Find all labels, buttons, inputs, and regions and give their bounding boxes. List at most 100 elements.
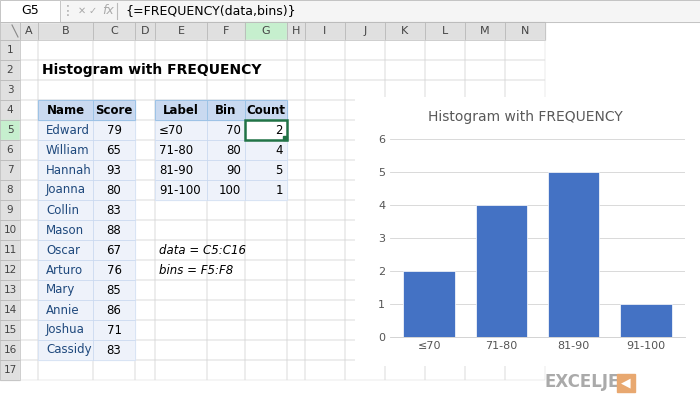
- Bar: [135, 22, 155, 40]
- Bar: [0, 280, 20, 300]
- Text: Bin: Bin: [216, 104, 237, 116]
- Bar: [207, 160, 245, 180]
- Bar: [465, 22, 505, 40]
- Bar: [385, 40, 425, 60]
- Bar: [245, 240, 287, 260]
- Bar: [38, 180, 93, 200]
- Bar: [287, 240, 305, 260]
- Bar: [207, 200, 245, 220]
- Text: Histogram with FREQUENCY: Histogram with FREQUENCY: [42, 63, 262, 77]
- Bar: [207, 300, 245, 320]
- Bar: [20, 40, 38, 60]
- Bar: [425, 320, 465, 340]
- Bar: [345, 340, 385, 360]
- Text: 4: 4: [7, 105, 13, 115]
- Text: H: H: [292, 26, 300, 36]
- Bar: [385, 140, 425, 160]
- Bar: [155, 100, 207, 120]
- Bar: [38, 340, 93, 360]
- Bar: [245, 360, 287, 380]
- Bar: [287, 360, 305, 380]
- Text: D: D: [141, 26, 149, 36]
- Bar: [207, 60, 245, 80]
- Bar: [20, 280, 38, 300]
- Bar: [245, 80, 287, 100]
- Bar: [245, 100, 287, 120]
- Text: 80: 80: [106, 184, 121, 196]
- Bar: [287, 100, 305, 120]
- Bar: [155, 60, 207, 80]
- Bar: [93, 240, 135, 260]
- Bar: [207, 140, 245, 160]
- Bar: [155, 280, 207, 300]
- Bar: [155, 240, 207, 260]
- Bar: [245, 140, 287, 160]
- Bar: [465, 320, 505, 340]
- Bar: [425, 60, 465, 80]
- Bar: [385, 240, 425, 260]
- Bar: [93, 360, 135, 380]
- Bar: [287, 340, 305, 360]
- Bar: [287, 120, 305, 140]
- Text: 14: 14: [4, 305, 17, 315]
- Bar: [38, 100, 93, 120]
- Bar: [475, 205, 527, 337]
- Bar: [547, 172, 599, 337]
- Text: Joanna: Joanna: [46, 184, 86, 196]
- Bar: [245, 40, 287, 60]
- Bar: [505, 260, 545, 280]
- Bar: [93, 160, 135, 180]
- Bar: [20, 360, 38, 380]
- Bar: [207, 260, 245, 280]
- Bar: [345, 240, 385, 260]
- Bar: [135, 240, 155, 260]
- Bar: [0, 220, 20, 240]
- Text: 17: 17: [4, 365, 17, 375]
- Bar: [287, 220, 305, 240]
- Bar: [207, 100, 245, 120]
- Bar: [245, 60, 287, 80]
- Bar: [425, 220, 465, 240]
- Bar: [245, 180, 287, 200]
- Bar: [505, 40, 545, 60]
- Text: 79: 79: [106, 124, 122, 136]
- Text: Cassidy: Cassidy: [46, 344, 92, 356]
- Bar: [155, 22, 207, 40]
- Bar: [305, 240, 345, 260]
- Bar: [287, 80, 305, 100]
- Text: Name: Name: [46, 104, 85, 116]
- Bar: [38, 60, 93, 80]
- Bar: [345, 160, 385, 180]
- Bar: [465, 140, 505, 160]
- Bar: [20, 260, 38, 280]
- Text: ⋮: ⋮: [61, 4, 75, 18]
- Bar: [38, 120, 93, 140]
- Bar: [93, 60, 135, 80]
- Bar: [245, 300, 287, 320]
- Text: data = C5:C16: data = C5:C16: [159, 244, 246, 256]
- Bar: [287, 140, 305, 160]
- Bar: [155, 220, 207, 240]
- Bar: [135, 160, 155, 180]
- Text: B: B: [62, 26, 69, 36]
- Bar: [425, 260, 465, 280]
- Bar: [385, 320, 425, 340]
- Bar: [345, 280, 385, 300]
- Bar: [38, 80, 93, 100]
- Text: Edward: Edward: [46, 124, 90, 136]
- Bar: [38, 140, 93, 160]
- Bar: [245, 100, 287, 120]
- Bar: [345, 22, 385, 40]
- Bar: [155, 100, 207, 120]
- Bar: [93, 200, 135, 220]
- Bar: [93, 140, 135, 160]
- Bar: [155, 180, 207, 200]
- Bar: [135, 360, 155, 380]
- Bar: [305, 40, 345, 60]
- Bar: [207, 140, 245, 160]
- Bar: [207, 220, 245, 240]
- Text: A: A: [25, 26, 33, 36]
- Bar: [287, 280, 305, 300]
- Bar: [38, 240, 93, 260]
- Bar: [155, 200, 207, 220]
